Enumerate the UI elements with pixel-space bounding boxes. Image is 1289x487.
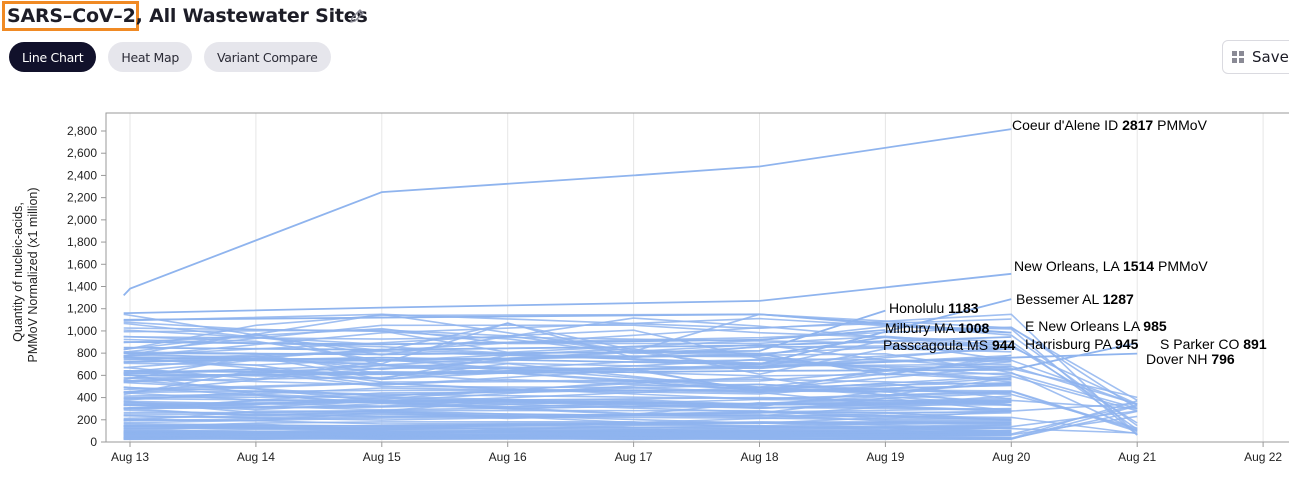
y-tick-label: 800 (77, 346, 97, 360)
y-tick-label: 1,400 (67, 280, 97, 294)
series-annotation: Passcagoula MS 944 (883, 337, 1016, 353)
y-tick-label: 400 (77, 391, 97, 405)
x-tick-label: Aug 19 (866, 450, 904, 464)
series-line-highlighted (123, 128, 1012, 297)
x-tick-label: Aug 15 (363, 450, 401, 464)
highlighted-series (123, 128, 1138, 377)
series-line (123, 376, 1012, 398)
y-tick-label: 1,800 (67, 235, 97, 249)
x-axis: Aug 13 Aug 14 Aug 15 Aug 16 Aug 17 Aug 18 Aug … (111, 442, 1282, 464)
series-line (123, 386, 1012, 404)
series-line-highlighted (123, 272, 1012, 315)
series-annotation: Coeur d'Alene ID 2817 PMMoV (1012, 117, 1208, 133)
series-line (123, 398, 1012, 413)
series-line (123, 313, 1138, 401)
x-tick-label: Aug 22 (1244, 450, 1282, 464)
save-label: Save (1252, 48, 1289, 66)
y-tick-label: 600 (77, 368, 97, 382)
y-tick-label: 1,200 (67, 302, 97, 316)
x-tick-label: Aug 14 (237, 450, 275, 464)
series-line (123, 389, 1012, 406)
y-tick-label: 2,200 (67, 191, 97, 205)
plot-frame (105, 112, 1289, 443)
title-pathogen: SARS–CoV–2, (7, 5, 143, 27)
series-line-highlighted (123, 336, 886, 361)
series-annotation: Dover NH 796 (1146, 351, 1235, 367)
series-annotation: Milbury MA 1008 (885, 320, 989, 336)
tab-heat-map[interactable]: Heat Map (108, 42, 192, 72)
series-line-highlighted (123, 352, 1138, 375)
y-axis-label-line2: PMMoV Normalized (x1 million) (26, 187, 40, 362)
series-line (123, 313, 1138, 436)
series-line (123, 357, 1012, 383)
series-annotation: Honolulu 1183 (889, 300, 979, 316)
series-line (123, 435, 1012, 440)
series-line (123, 410, 1012, 422)
series-line (123, 430, 1012, 435)
y-tick-label: 2,800 (67, 124, 97, 138)
save-button[interactable]: Save (1222, 40, 1289, 74)
page-title: SARS–CoV–2, All Wastewater Sites (7, 5, 368, 27)
grid-icon (1232, 51, 1244, 63)
y-tick-label: 0 (90, 435, 97, 449)
y-tick-label: 2,600 (67, 146, 97, 160)
x-tick-label: Aug 20 (992, 450, 1030, 464)
tab-line-chart[interactable]: Line Chart (9, 42, 97, 72)
series-line-highlighted (123, 313, 1012, 334)
y-tick-label: 1,600 (67, 257, 97, 271)
title-highlight-box (2, 1, 139, 31)
series-labels: Coeur d'Alene ID 2817 PMMoV New Orleans, … (883, 117, 1267, 367)
series-line (123, 354, 1012, 381)
series-line-highlighted (123, 329, 886, 346)
background-series (123, 313, 1138, 441)
y-tick-label: 1,000 (67, 324, 97, 338)
series-line (123, 399, 1012, 413)
tab-variant-compare[interactable]: Variant Compare (203, 42, 331, 72)
series-annotation: Harrisburg PA 945 (1025, 336, 1139, 352)
series-line (123, 383, 1138, 429)
chart-type-tabs: Line Chart Heat Map Variant Compare (9, 42, 331, 72)
x-tick-label: Aug 17 (615, 450, 653, 464)
series-line (123, 321, 1138, 424)
series-line-highlighted (123, 298, 1012, 366)
y-tick-label: 2,000 (67, 213, 97, 227)
series-line-highlighted (123, 309, 886, 356)
series-line-highlighted (123, 342, 1138, 377)
series-line (123, 433, 1012, 437)
series-annotation: S Parker CO 891 (1160, 336, 1267, 352)
series-line (123, 423, 1012, 429)
x-tick-label: Aug 13 (111, 450, 149, 464)
series-line-highlighted (123, 336, 1012, 351)
x-tick-label: Aug 16 (489, 450, 527, 464)
series-line (123, 407, 1012, 420)
y-axis-label-line1: Quantity of nucleic-acids, (11, 202, 25, 342)
y-axis: 0 200 400 600 800 1,000 1,200 1,400 1,600 1,800 2,… (67, 124, 106, 449)
x-tick-label: Aug 18 (740, 450, 778, 464)
series-annotation: Bessemer AL 1287 (1016, 291, 1134, 307)
pencil-icon[interactable] (347, 6, 367, 26)
series-annotation: New Orleans, LA 1514 PMMoV (1014, 258, 1208, 274)
series-annotation: E New Orleans LA 985 (1025, 318, 1167, 334)
y-tick-label: 200 (77, 413, 97, 427)
title-sites: All Wastewater Sites (142, 5, 368, 27)
x-tick-label: Aug 21 (1118, 450, 1156, 464)
y-tick-label: 2,400 (67, 168, 97, 182)
series-line (123, 413, 1012, 422)
